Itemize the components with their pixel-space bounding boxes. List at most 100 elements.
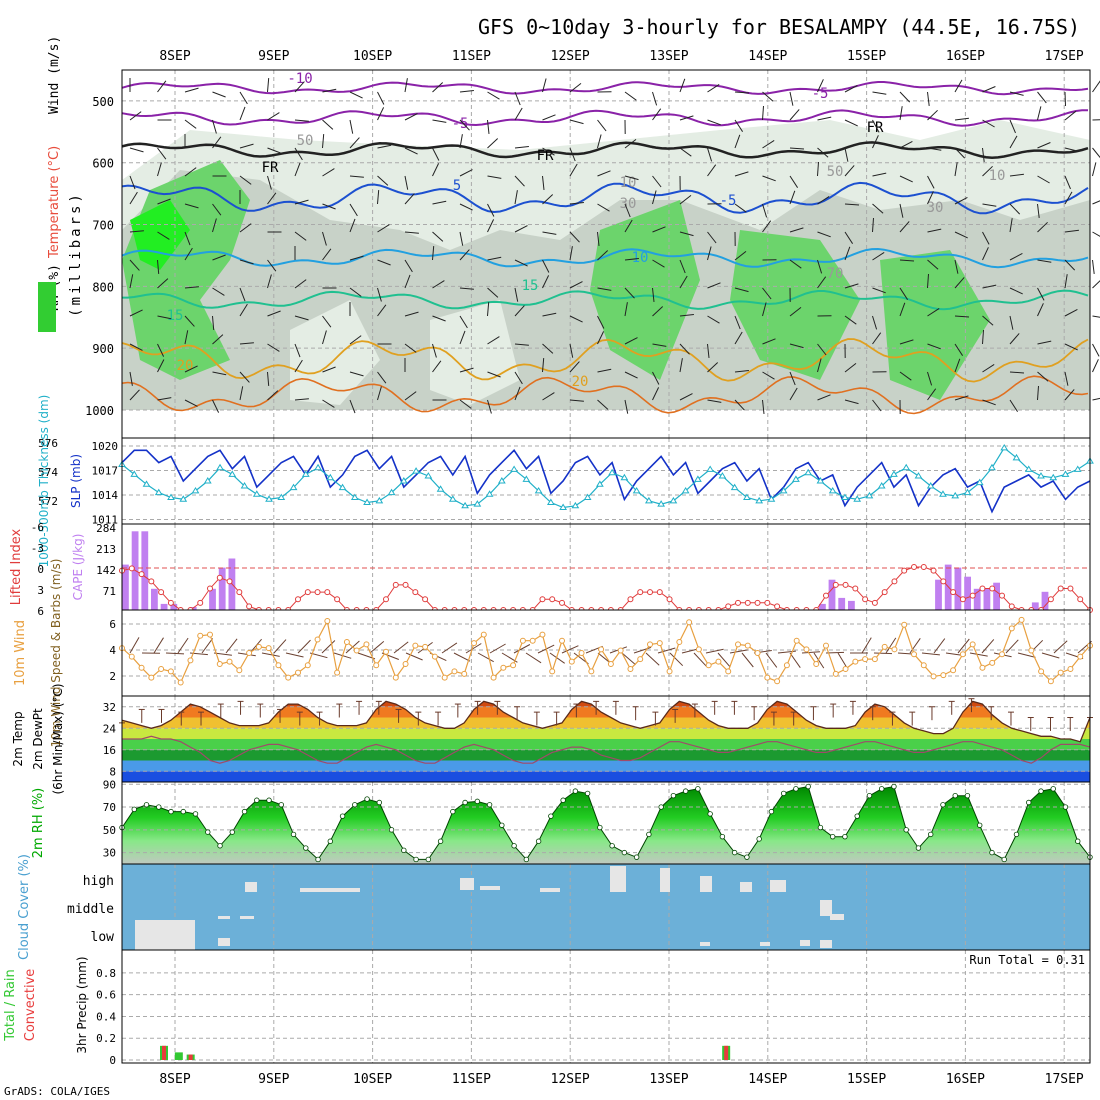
wind-barb (817, 116, 832, 121)
wind-barb (844, 283, 859, 289)
wind-speed-line-marker (461, 670, 468, 677)
wind-speed-line-marker (735, 641, 741, 648)
rh-marker (499, 822, 505, 828)
contour-label: FR (262, 160, 279, 176)
y-tick-right: 142 (96, 564, 116, 577)
wind-barb (487, 287, 499, 298)
cape-bar (964, 576, 971, 610)
wind-barb (294, 119, 309, 122)
rh-marker (584, 790, 591, 797)
thickness-line-marker (926, 481, 935, 489)
wind-barb (1009, 91, 1024, 96)
x-date-bottom: 9SEP (258, 1072, 289, 1087)
wind-speed-line-marker (402, 661, 409, 668)
wind-barb (927, 273, 929, 289)
wind-barb (789, 343, 804, 349)
wind-barb (1037, 106, 1042, 121)
wind-barb (184, 119, 197, 129)
wind-barb-10m (717, 652, 731, 667)
precip-conv-bar (188, 1054, 193, 1060)
y-tick: 0.6 (96, 989, 116, 1002)
precip-conv-bar (162, 1045, 166, 1060)
wind-barb (1092, 359, 1099, 373)
wind-speed-line-marker (559, 637, 565, 644)
y-tick: 4 (109, 644, 116, 657)
wind-barb (707, 343, 710, 358)
panel-cloud: high middle low Cloud Cover (%) (17, 854, 1091, 960)
thickness-line-marker (461, 501, 469, 509)
wind-barb (1037, 142, 1051, 149)
y-label-temp: (6hr Min/Max) (°C) (51, 683, 65, 794)
rh-marker (903, 827, 909, 833)
rh-marker (364, 796, 370, 802)
cloud-level: high (83, 874, 114, 889)
wind-barb (404, 231, 419, 234)
cloud-bg (122, 864, 1090, 950)
wind-barb-10m (909, 638, 921, 654)
wind-barb (624, 302, 628, 317)
wind-barb-10m (873, 652, 893, 655)
wind-barb-10m (669, 652, 684, 667)
wind-barb (982, 231, 990, 245)
wind-barb (679, 343, 690, 355)
thickness-line-marker (816, 477, 825, 484)
wind-speed-line-marker (500, 664, 507, 671)
thickness-line-marker (1061, 470, 1070, 477)
wind-barb (184, 231, 191, 246)
rh-marker (817, 824, 824, 831)
wind-barb (927, 147, 942, 151)
wind-speed-line-marker (314, 636, 321, 643)
contour-label: 10 (632, 250, 649, 266)
cape-bar (828, 579, 836, 610)
wind-barb (1092, 231, 1100, 237)
y-label-a: 10m Wind (13, 620, 28, 686)
rh-marker (278, 802, 284, 808)
wind-barb (954, 162, 958, 177)
rh-marker (695, 786, 701, 792)
thickness-line-marker (767, 495, 776, 502)
cloud-bar (540, 888, 560, 892)
y-tick-right: 213 (96, 543, 116, 556)
cape-bar (1041, 591, 1049, 610)
wind-speed-line-marker (158, 665, 165, 672)
wind-barb (789, 371, 796, 386)
thickness-line-marker (890, 470, 898, 477)
wind-barb (652, 306, 664, 317)
lifted-line-marker (901, 567, 908, 574)
wind-barb (899, 259, 915, 262)
wind-barb-10m (705, 648, 724, 654)
wind-barb (322, 119, 334, 130)
wind-barb (294, 279, 307, 289)
rh-marker (572, 788, 579, 794)
wind-barb (184, 203, 199, 209)
wind-barb (1092, 162, 1097, 177)
y-label-cloud: Cloud Cover (%) (17, 854, 32, 960)
panel-bg (122, 950, 1090, 1063)
wind-barb (542, 259, 550, 273)
wind-barb (1092, 343, 1100, 357)
contour-label: 50 (827, 164, 844, 180)
thickness-line-marker (1073, 465, 1082, 472)
wind-barb (872, 217, 874, 233)
y-tick-right: 1020 (92, 440, 119, 453)
wind-barb (294, 398, 309, 401)
temp-band (122, 739, 1090, 750)
wind-barb-10m (933, 638, 946, 654)
x-date-bottom: 12SEP (551, 1072, 590, 1087)
wind-barb (487, 371, 501, 378)
wind-barb (569, 281, 583, 289)
lifted-line-marker (959, 596, 966, 603)
wind-barb (377, 304, 387, 317)
wind-barb (349, 399, 356, 414)
rh-marker (413, 856, 419, 863)
wind-barb (1064, 110, 1077, 121)
y-label-part: 2m DewPt (31, 708, 45, 770)
wind-barb (542, 275, 550, 289)
wind-barb (789, 175, 799, 188)
rh-marker (352, 802, 358, 808)
wind-barb (1009, 399, 1019, 412)
wind-speed-line-marker (451, 668, 458, 675)
wind-barb (514, 386, 521, 401)
wind-barb (322, 248, 332, 261)
wind-barb (817, 195, 830, 205)
